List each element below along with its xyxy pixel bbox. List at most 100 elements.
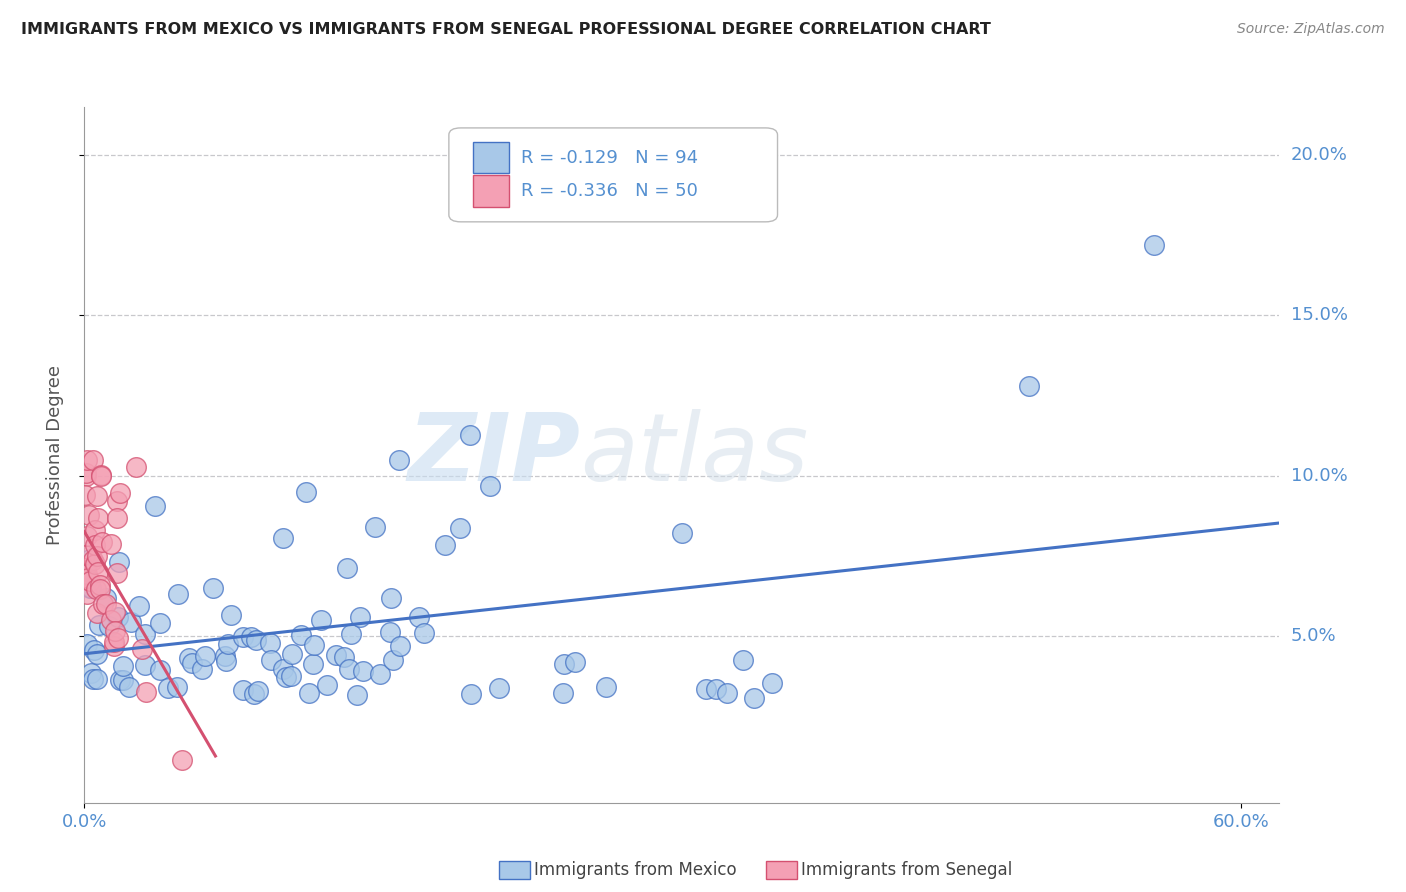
Point xyxy=(166,680,188,694)
Text: 5.0%: 5.0% xyxy=(1291,627,1336,645)
Point xyxy=(76,567,98,582)
Point xyxy=(90,469,112,483)
Point xyxy=(75,561,97,575)
Point xyxy=(107,610,129,624)
Point xyxy=(281,648,304,662)
Point xyxy=(94,597,117,611)
Point xyxy=(479,478,502,492)
Point xyxy=(180,656,202,670)
Point xyxy=(104,605,127,619)
Point xyxy=(488,681,510,695)
Point xyxy=(704,682,727,697)
Point xyxy=(458,428,481,442)
Point xyxy=(76,528,98,542)
Point xyxy=(103,639,125,653)
FancyBboxPatch shape xyxy=(449,128,778,222)
Point xyxy=(368,666,391,681)
Text: 15.0%: 15.0% xyxy=(1291,307,1347,325)
Point xyxy=(177,651,200,665)
Point xyxy=(75,488,97,502)
Point xyxy=(73,563,96,577)
Point xyxy=(716,686,738,700)
Point xyxy=(298,686,321,700)
Point xyxy=(246,684,269,698)
Point xyxy=(79,551,101,566)
Point xyxy=(84,582,107,597)
Point xyxy=(381,653,404,667)
Point xyxy=(671,526,693,541)
Point xyxy=(80,582,103,596)
Point xyxy=(87,566,110,580)
Point xyxy=(84,523,107,537)
Text: Immigrants from Senegal: Immigrants from Senegal xyxy=(801,861,1012,879)
Point xyxy=(79,508,101,522)
Point xyxy=(352,664,374,678)
Point xyxy=(112,659,135,673)
Point xyxy=(271,531,294,545)
Point xyxy=(380,625,402,640)
Point xyxy=(79,582,101,596)
Point xyxy=(214,649,236,664)
Point xyxy=(301,657,323,671)
Point xyxy=(112,673,135,687)
Point xyxy=(564,655,586,669)
Point xyxy=(259,636,281,650)
Point xyxy=(94,591,117,606)
Point xyxy=(346,688,368,702)
Point xyxy=(202,581,225,595)
Point xyxy=(75,468,97,483)
Point xyxy=(271,662,294,676)
Point xyxy=(761,676,783,690)
Point xyxy=(380,591,402,606)
Point xyxy=(89,578,111,592)
Point xyxy=(108,555,131,569)
Point xyxy=(108,673,131,687)
Point xyxy=(104,624,127,639)
Point xyxy=(86,672,108,686)
Point xyxy=(143,500,166,514)
Point xyxy=(75,563,97,577)
Point xyxy=(260,653,283,667)
Point xyxy=(79,574,101,589)
Point xyxy=(76,637,98,651)
Point xyxy=(76,587,98,601)
Point xyxy=(75,548,97,562)
Y-axis label: Professional Degree: Professional Degree xyxy=(45,365,63,545)
Point xyxy=(107,510,129,524)
Text: 20.0%: 20.0% xyxy=(1291,146,1347,164)
Point xyxy=(86,549,108,563)
Point xyxy=(107,631,129,645)
Point xyxy=(731,652,754,666)
Point xyxy=(215,654,238,668)
Point xyxy=(243,686,266,700)
Point xyxy=(742,690,765,705)
Point xyxy=(325,648,347,663)
Point xyxy=(294,485,316,500)
Point xyxy=(108,486,131,500)
Point xyxy=(219,608,242,623)
Point xyxy=(83,642,105,657)
Point xyxy=(191,661,214,675)
Point xyxy=(276,670,298,684)
Bar xyxy=(472,142,509,173)
Text: Immigrants from Mexico: Immigrants from Mexico xyxy=(534,861,737,879)
Point xyxy=(149,616,172,631)
Point xyxy=(363,520,385,534)
Point xyxy=(232,682,254,697)
Point xyxy=(433,538,456,552)
Point xyxy=(75,571,97,585)
Text: ZIP: ZIP xyxy=(408,409,581,501)
Point xyxy=(239,631,262,645)
Point xyxy=(118,680,141,694)
Point xyxy=(86,489,108,503)
Point xyxy=(82,672,104,686)
Point xyxy=(90,467,112,482)
Point xyxy=(105,494,128,508)
Point xyxy=(412,626,434,640)
Point xyxy=(460,687,482,701)
Point xyxy=(103,635,125,649)
Point xyxy=(86,647,108,661)
Text: R = -0.336   N = 50: R = -0.336 N = 50 xyxy=(520,182,697,200)
Text: IMMIGRANTS FROM MEXICO VS IMMIGRANTS FROM SENEGAL PROFESSIONAL DEGREE CORRELATIO: IMMIGRANTS FROM MEXICO VS IMMIGRANTS FRO… xyxy=(21,22,991,37)
Point xyxy=(316,678,339,692)
